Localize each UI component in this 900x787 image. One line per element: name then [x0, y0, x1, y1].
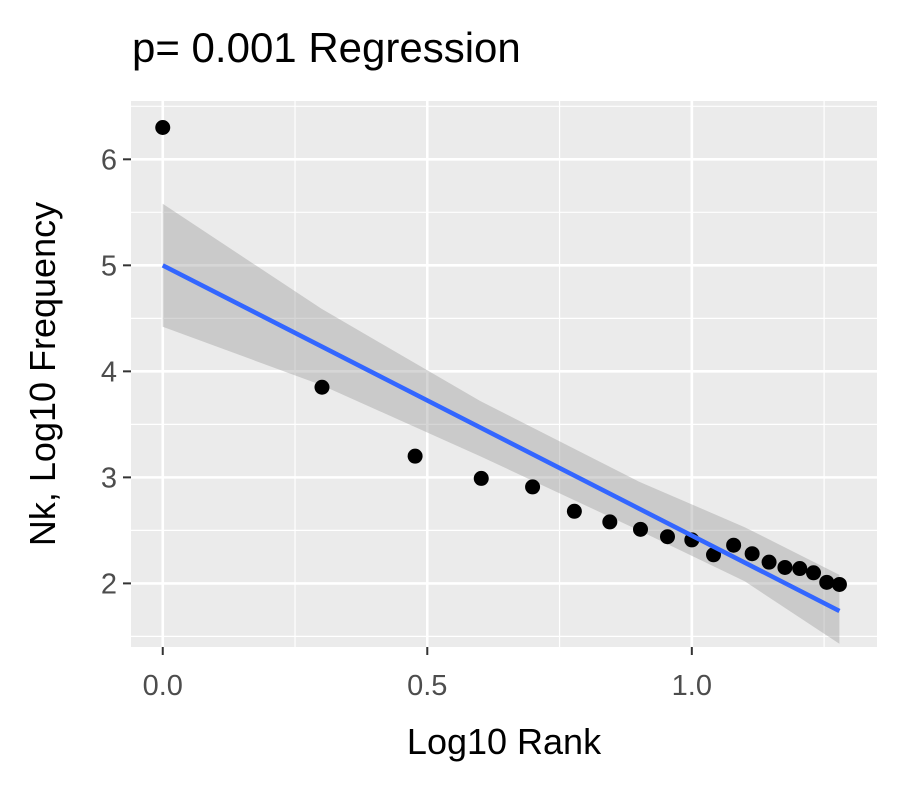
regression-line — [161, 263, 841, 613]
y-tick-label: 5 — [101, 250, 117, 282]
data-point — [633, 521, 649, 537]
y-tick-label: 6 — [101, 144, 117, 176]
minor-gridlines — [131, 101, 877, 647]
major-gridlines — [131, 101, 877, 647]
x-tick-label: 1.0 — [672, 670, 712, 702]
data-point — [792, 561, 808, 577]
data-point — [566, 503, 582, 519]
data-point — [314, 379, 330, 395]
data-point — [819, 574, 835, 590]
data-point — [407, 448, 423, 464]
chart-title: p= 0.001 Regression — [132, 24, 521, 71]
y-tick-label: 2 — [101, 568, 117, 600]
y-tick-label: 4 — [101, 356, 117, 388]
data-point — [473, 470, 489, 486]
points-layer — [155, 120, 847, 592]
x-axis: 0.0 0.5 1.0 — [143, 647, 712, 702]
x-tick-label: 0.0 — [143, 670, 183, 702]
y-axis: 2 3 4 5 6 — [101, 144, 131, 600]
y-axis-title: Nk, Log10 Frequency — [22, 202, 63, 546]
data-point — [777, 559, 793, 575]
data-point — [726, 537, 742, 553]
data-point — [525, 479, 541, 495]
data-point — [806, 565, 822, 581]
data-point — [761, 554, 777, 570]
data-point — [831, 576, 847, 592]
data-point — [602, 514, 618, 530]
data-point — [744, 546, 760, 562]
x-axis-title: Log10 Rank — [407, 721, 602, 762]
x-tick-label: 0.5 — [407, 670, 447, 702]
y-tick-label: 3 — [101, 462, 117, 494]
regression-line-layer — [161, 263, 841, 613]
data-point — [155, 120, 171, 136]
data-point — [659, 529, 675, 545]
